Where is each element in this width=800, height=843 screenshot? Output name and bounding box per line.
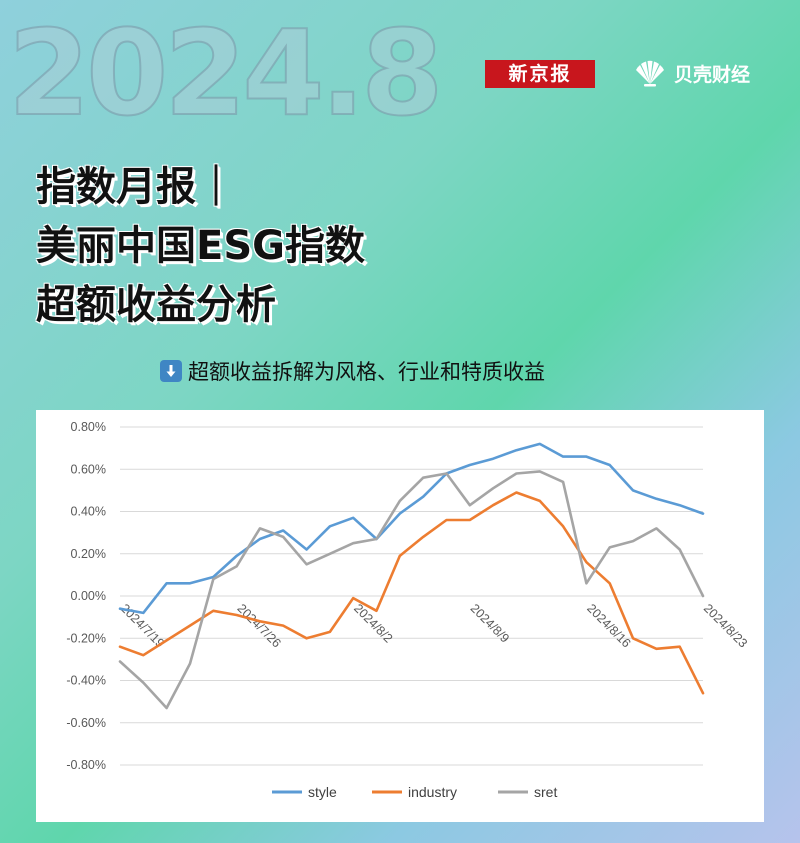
line-chart: 0.80% 0.60% 0.40% 0.20% 0.00% -0.20% -0.40% -0.… [66,420,750,800]
subtitle-text: 超额收益拆解为风格、行业和特质收益 [188,360,545,384]
legend-label-style: style [308,784,337,800]
y-tick-label: 0.80% [71,420,106,434]
y-tick-label: 0.20% [71,547,106,561]
x-tick-label: 2024/8/9 [468,601,512,645]
series-line-style [118,442,705,615]
subtitle: 超额收益拆解为风格、行业和特质收益 [160,356,545,386]
beike-logo-text: 贝壳财经 [674,63,751,86]
y-tick-label: -0.20% [66,631,106,645]
legend-label-industry: industry [408,784,457,800]
y-tick-label: 0.40% [71,505,106,519]
down-arrow-icon [160,360,182,382]
title-line-2: 美丽中国ESG指数 [36,223,365,269]
shell-icon [636,60,664,87]
x-tick-label: 2024/8/16 [584,601,633,650]
y-tick-label: 0.00% [71,589,106,603]
chart-panel: 0.80% 0.60% 0.40% 0.20% 0.00% -0.20% -0.40% -0.… [36,410,764,822]
page-title: 指数月报｜ 美丽中国ESG指数 超额收益分析 [36,158,365,335]
xinjingbao-logo: 新京报 [485,60,595,88]
y-tick-label: -0.60% [66,716,106,730]
year-watermark: 2024.8 [7,4,444,142]
series-line-industry [118,491,705,695]
y-tick-label: -0.40% [66,674,106,688]
x-tick-label: 2024/8/23 [701,601,750,650]
legend-label-sret: sret [534,784,557,800]
y-tick-label: 0.60% [71,462,106,476]
y-tick-label: -0.80% [66,758,106,772]
beike-caijing-logo: 贝壳财经 [632,58,750,88]
title-line-1: 指数月报｜ [36,164,236,210]
x-tick-label: 2024/7/26 [234,601,283,650]
series-line-sret [118,470,705,710]
title-line-3: 超额收益分析 [36,282,276,328]
